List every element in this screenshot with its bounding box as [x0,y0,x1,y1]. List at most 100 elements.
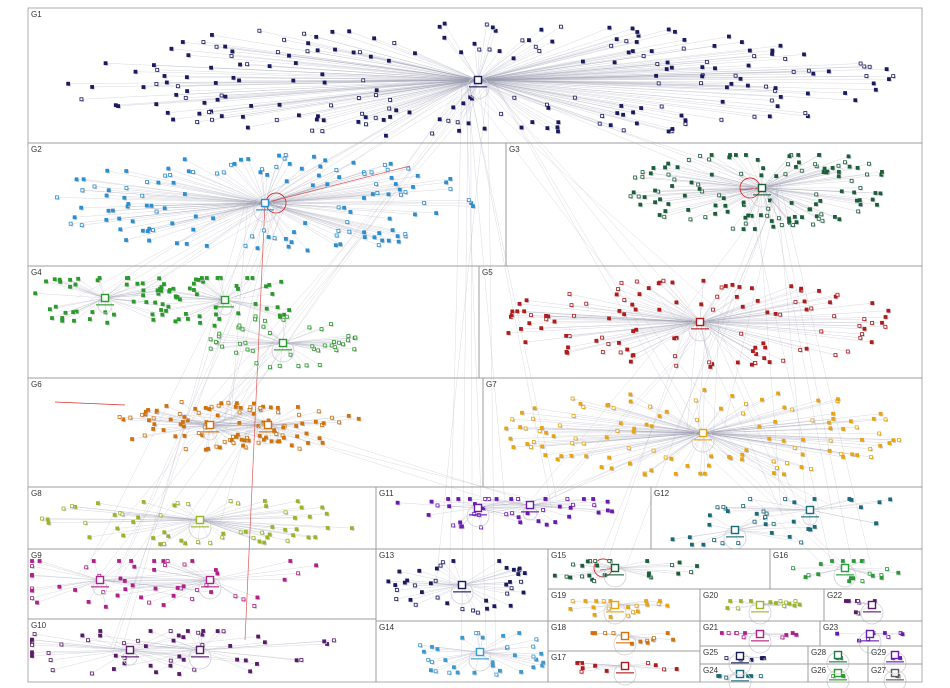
network-node [830,166,835,170]
network-node [251,411,256,416]
edge [99,579,207,586]
edge [653,167,763,189]
network-node [471,204,475,209]
edge [293,79,479,81]
network-node [68,221,73,226]
edge [187,79,479,92]
network-node [368,54,373,59]
network-node [494,672,499,677]
edge [107,170,266,204]
network-node [317,436,322,441]
edge [359,52,479,81]
edge [264,202,339,208]
network-node [516,497,521,501]
network-node [741,200,746,205]
network-node [701,278,706,283]
network-node [241,443,245,448]
network-node [792,603,797,608]
network-node [434,211,439,215]
network-node [674,667,679,671]
network-node [587,573,592,578]
network-node [279,279,284,284]
edge [727,604,761,609]
network-node [185,89,189,93]
network-node [778,599,783,603]
edge [477,79,770,117]
network-node [826,69,831,74]
edge [677,166,763,189]
network-node [140,193,145,198]
edge [477,52,629,81]
edge [282,328,322,344]
network-node [864,74,869,78]
edge [461,584,524,593]
network-node [666,161,671,166]
highlighted-edge [54,401,126,406]
hub-label-mark [691,328,709,330]
network-node [167,289,172,294]
edge [267,424,323,443]
edge [198,412,269,426]
network-node [399,192,403,197]
edge [745,154,763,189]
network-node [162,563,167,567]
network-node [319,327,324,331]
network-node [212,323,217,328]
inter-group-edge [286,83,465,209]
network-node [466,121,471,126]
network-node [175,295,180,299]
network-node [609,466,614,471]
edge [267,424,307,434]
edge [264,178,451,204]
network-node [860,437,864,442]
hub-node [620,661,630,671]
edge [282,327,310,344]
network-node [707,463,711,468]
network-node [433,669,438,674]
inter-group-edge [110,202,271,649]
hub-label-mark [453,591,471,593]
network-node [262,318,267,323]
edge [45,281,106,299]
network-node [855,165,860,170]
network-node [165,559,170,563]
group-label: G9 [31,551,42,560]
network-node [171,286,176,291]
network-node [393,182,398,186]
network-node [672,177,677,182]
network-node [654,73,658,78]
network-node [663,209,668,213]
edge [282,342,320,366]
network-node [653,188,657,193]
network-node [215,571,220,576]
network-node [600,114,605,118]
edge [702,432,890,444]
network-node [518,520,523,525]
network-node [883,324,888,329]
network-node [511,445,516,450]
network-node [839,451,844,456]
network-node [494,497,499,501]
network-node [522,309,527,314]
edge [224,299,256,305]
edge [264,202,295,233]
edge [727,187,763,212]
network-node [289,443,294,448]
edge [702,432,775,474]
edge [477,24,487,81]
network-node [240,327,245,332]
network-node [670,280,675,285]
network-node [219,114,224,118]
edge [288,55,479,81]
network-node [234,350,239,355]
network-node [606,342,611,346]
edge [132,202,266,222]
edge [541,427,704,434]
network-node [879,575,884,580]
edge [688,159,763,189]
network-node [149,203,154,208]
network-node [165,110,170,115]
network-node [670,184,674,188]
network-node [628,359,633,364]
network-node [857,198,862,203]
